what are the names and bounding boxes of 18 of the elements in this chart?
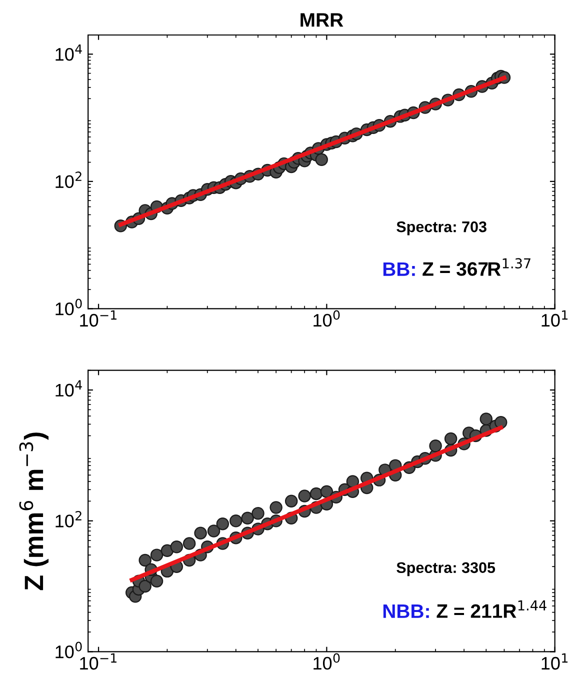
y-tick-label: 10$^{0}$ [56,298,82,316]
y-tick-label: 10$^{4}$ [56,44,82,61]
annotation: NBB: Z = 211R$^{1.44}$ [383,600,546,618]
x-tick-label: 10$^{1}$ [542,310,568,327]
x-tick-label: 10$^{−1}$ [80,653,116,670]
chart-title: MRR [300,13,344,27]
y-tick-label: 10$^{0}$ [56,642,82,658]
y-tick-label: 10$^{4}$ [56,380,82,397]
x-tick-label: 10$^{0}$ [314,310,340,327]
y-tick-label: 10$^{2}$ [56,510,82,528]
y-tick-label: 10$^{2}$ [56,172,82,188]
x-tick-label: 10$^{1}$ [542,653,568,670]
annotation: BB: Z = 367R$^{1.37}$ [383,258,530,276]
annotation: Spectra: 703 [396,221,486,236]
x-tick-label: 10$^{−1}$ [80,310,116,327]
x-tick-label: 10$^{0}$ [314,653,340,670]
annotation: Spectra: 3305 [396,562,496,576]
y-axis-title: Z (mm$^{6}$ m$^{−3}$) [19,432,49,590]
